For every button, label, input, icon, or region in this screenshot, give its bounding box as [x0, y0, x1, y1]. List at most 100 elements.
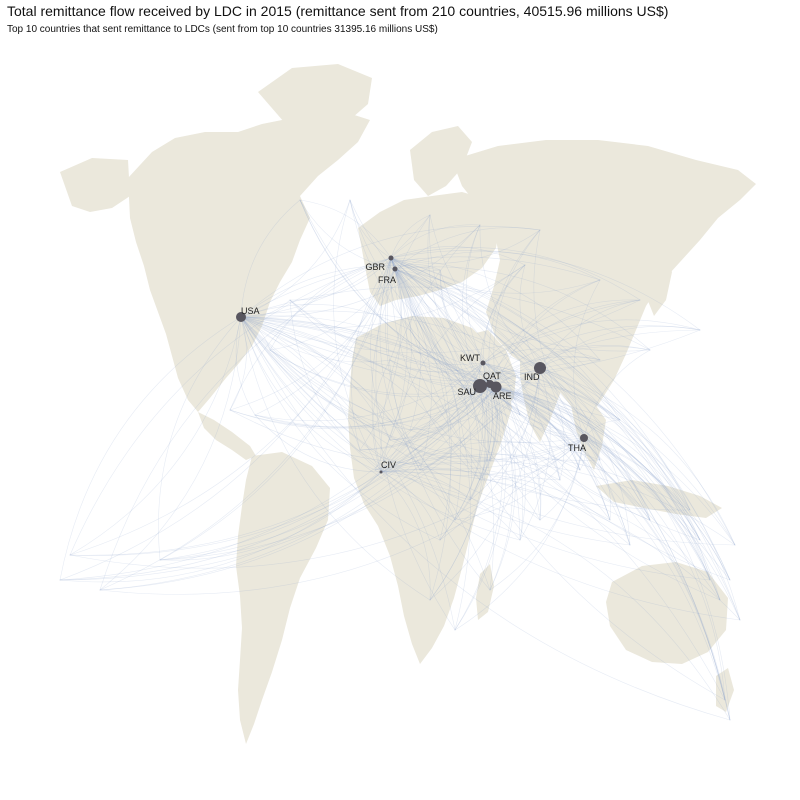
landmass-africa — [348, 316, 512, 664]
flow-line — [489, 381, 621, 421]
flow-line — [69, 386, 497, 556]
flow-line — [539, 367, 631, 546]
flow-line — [299, 199, 491, 385]
flow-line — [479, 356, 601, 387]
flow-line — [429, 214, 484, 364]
sender-label-fra: FRA — [378, 275, 396, 285]
flow-line — [495, 386, 731, 581]
flow-line — [583, 437, 726, 701]
sender-node-tha — [580, 434, 588, 442]
flow-line — [99, 383, 491, 591]
flow-line — [390, 257, 631, 546]
flow-line — [469, 362, 493, 501]
flow-line — [240, 316, 721, 601]
flow-line — [489, 383, 721, 601]
flow-line — [479, 385, 731, 721]
remittance-flow-lines — [59, 199, 741, 721]
flow-line — [240, 316, 736, 546]
flow-line — [394, 268, 611, 521]
flow-line — [99, 437, 585, 595]
flow-line — [539, 356, 601, 369]
flow-line — [59, 362, 484, 581]
flow-line — [240, 316, 481, 481]
flow-line — [349, 199, 484, 364]
flow-line — [240, 316, 631, 546]
flow-line — [482, 362, 498, 461]
flow-line — [240, 316, 541, 521]
flow-line — [539, 437, 585, 521]
flow-line — [379, 257, 421, 471]
sender-label-civ: CIV — [381, 460, 396, 470]
flow-line — [390, 257, 601, 361]
flow-line — [469, 385, 489, 501]
flow-line — [454, 386, 507, 631]
flow-line — [240, 316, 471, 501]
flow-line — [159, 367, 541, 561]
flow-line — [349, 199, 392, 259]
flow-line — [269, 349, 585, 443]
landmass-madagascar — [476, 564, 494, 620]
flow-line — [389, 383, 491, 441]
sender-label-are: ARE — [493, 391, 512, 401]
flow-line — [479, 325, 701, 387]
flow-line — [240, 310, 621, 421]
flow-line — [240, 214, 431, 318]
flow-line — [269, 257, 392, 351]
landmass-south-america — [236, 452, 330, 744]
flow-line — [394, 268, 412, 331]
flow-line — [409, 367, 541, 431]
flow-line — [240, 316, 521, 541]
flow-line — [489, 383, 541, 521]
flow-line — [439, 269, 491, 385]
sender-label-tha: THA — [568, 443, 586, 453]
flow-line — [479, 385, 561, 481]
flow-line — [371, 214, 431, 473]
flow-line — [240, 286, 651, 351]
map-subtitle: Top 10 countries that sent remittance to… — [7, 24, 438, 35]
flow-line — [394, 268, 621, 421]
sender-label-sau: SAU — [457, 387, 476, 397]
flow-line — [479, 299, 641, 387]
flow-line — [240, 316, 611, 521]
flow-line — [59, 471, 382, 583]
flow-line — [390, 257, 421, 431]
flow-line — [240, 316, 741, 621]
flow-line — [439, 269, 497, 388]
flow-line — [394, 268, 651, 521]
flow-line — [479, 385, 631, 546]
flow-line — [390, 257, 741, 621]
sender-node-fra — [392, 266, 398, 272]
flow-line — [380, 441, 601, 473]
flow-line — [533, 229, 585, 439]
flow-line — [389, 386, 497, 441]
flow-line — [465, 224, 484, 364]
flow-line — [380, 469, 711, 581]
flow-line — [386, 257, 491, 591]
flow-line — [351, 257, 392, 451]
flow-line — [359, 383, 491, 451]
flow-line — [495, 386, 726, 701]
flow-line — [240, 315, 521, 416]
flow-line — [479, 385, 691, 511]
flow-line — [394, 268, 701, 541]
flow-line — [390, 246, 526, 266]
flow-line — [419, 437, 585, 476]
flow-line — [479, 385, 711, 581]
flow-line — [390, 257, 731, 581]
flow-line — [159, 362, 484, 561]
flow-line — [159, 385, 481, 561]
flow-line — [59, 316, 242, 581]
flow-line — [482, 362, 711, 581]
flow-line — [269, 268, 396, 351]
flow-line — [394, 268, 471, 631]
flow-line — [493, 229, 541, 388]
flow-line — [385, 257, 456, 521]
flow-line — [409, 362, 484, 431]
landmass-japan — [646, 250, 672, 316]
flow-line — [479, 437, 585, 481]
flow-line — [488, 229, 541, 385]
flow-line — [539, 367, 601, 461]
flow-line — [394, 227, 541, 270]
flow-line — [489, 279, 601, 385]
flow-line — [394, 268, 432, 471]
